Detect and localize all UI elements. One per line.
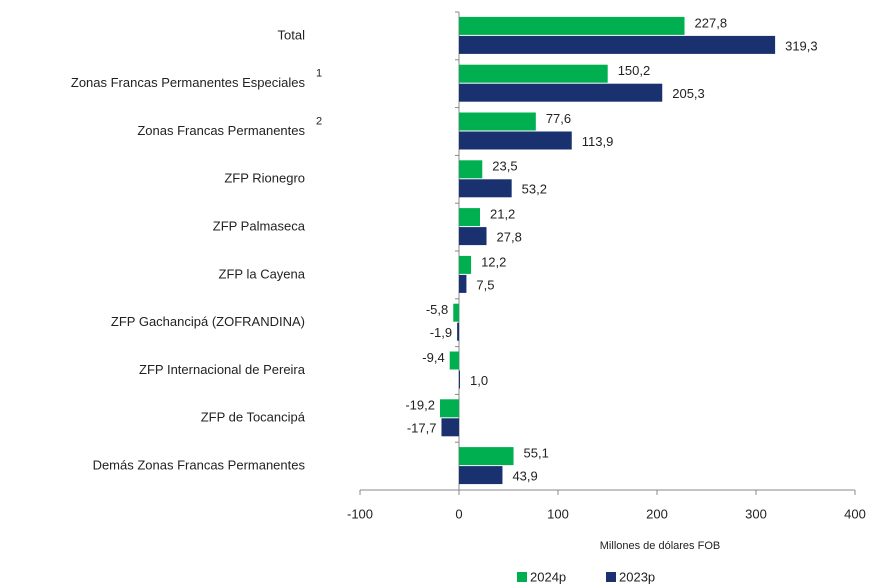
bar xyxy=(459,16,685,35)
bar xyxy=(453,303,459,322)
bar xyxy=(459,179,512,198)
bar xyxy=(459,274,467,293)
category-note: 1 xyxy=(316,68,322,80)
legend-label: 2024p xyxy=(530,569,566,584)
category-label: ZFP Palmaseca xyxy=(213,219,306,234)
value-label: 7,5 xyxy=(476,277,494,292)
category-label: Total xyxy=(278,27,306,42)
value-label: 12,2 xyxy=(481,254,506,269)
value-label: 21,2 xyxy=(490,207,515,222)
bar xyxy=(459,208,480,227)
bar xyxy=(457,322,459,341)
bar xyxy=(459,35,776,54)
x-axis-label: Millones de dólares FOB xyxy=(600,540,720,552)
value-label: -17,7 xyxy=(407,421,437,436)
bar xyxy=(459,447,514,466)
category-label: ZFP de Tocancipá xyxy=(201,410,306,425)
value-label: 43,9 xyxy=(512,469,537,484)
category-label: ZFP la Cayena xyxy=(219,266,306,281)
value-label: 77,6 xyxy=(546,111,571,126)
bar xyxy=(459,83,663,102)
category-label: Zonas Francas Permanentes Especiales xyxy=(71,75,306,90)
x-tick-label: 300 xyxy=(745,506,767,521)
value-label: -5,8 xyxy=(426,302,448,317)
legend-swatch xyxy=(517,572,527,582)
bar xyxy=(459,370,460,389)
value-label: 23,5 xyxy=(492,159,517,174)
legend-label: 2023p xyxy=(619,569,655,584)
bar xyxy=(459,160,483,179)
value-label: 1,0 xyxy=(470,373,488,388)
value-label: 319,3 xyxy=(785,38,818,53)
value-label: 205,3 xyxy=(672,86,705,101)
value-label: 150,2 xyxy=(618,63,651,78)
value-label: 113,9 xyxy=(582,134,614,149)
bar xyxy=(459,255,472,274)
x-tick-label: 0 xyxy=(455,506,462,521)
category-label: ZFP Internacional de Pereira xyxy=(139,362,306,377)
value-label: 27,8 xyxy=(497,230,522,245)
bar xyxy=(459,466,503,485)
bar xyxy=(459,131,572,150)
category-label: ZFP Rionegro xyxy=(224,171,305,186)
category-label: ZFP Gachancipá (ZOFRANDINA) xyxy=(111,314,305,329)
value-label: 53,2 xyxy=(522,182,547,197)
category-label: Demás Zonas Francas Permanentes xyxy=(93,458,306,473)
x-tick-label: 400 xyxy=(844,506,866,521)
value-label: 227,8 xyxy=(695,15,728,30)
x-tick-label: 200 xyxy=(646,506,668,521)
category-note: 2 xyxy=(316,115,322,127)
bar xyxy=(439,399,459,418)
value-label: 55,1 xyxy=(524,446,549,461)
category-label: Zonas Francas Permanentes xyxy=(137,123,305,138)
legend-swatch xyxy=(606,572,616,582)
bar xyxy=(449,351,459,370)
bar xyxy=(441,418,459,437)
value-label: -19,2 xyxy=(405,398,435,413)
x-tick-label: -100 xyxy=(347,506,373,521)
bar xyxy=(459,227,487,246)
bar xyxy=(459,112,536,131)
value-label: -9,4 xyxy=(422,350,444,365)
x-tick-label: 100 xyxy=(547,506,569,521)
bar xyxy=(459,64,608,83)
value-label: -1,9 xyxy=(430,325,452,340)
